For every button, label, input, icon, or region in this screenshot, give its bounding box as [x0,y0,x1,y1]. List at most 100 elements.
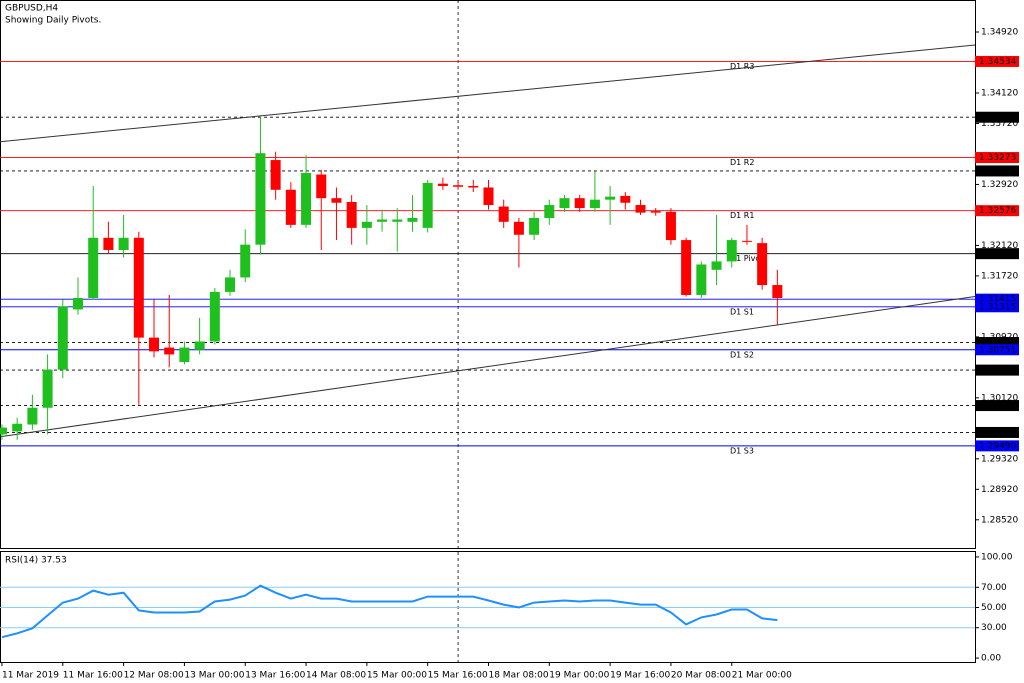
candle-body [498,206,509,222]
trendline [0,44,976,143]
level-tag: D1 Pivot [730,254,763,263]
price-box-label: 1.33273 [979,153,1016,163]
rsi-panel [0,551,976,663]
candle-body [255,153,266,245]
price-box [975,344,1019,356]
y-tick-label: 1.29320 [981,454,1018,464]
price-box [975,205,1019,217]
candle-body [225,277,236,292]
level-tag: D1 S3 [730,446,754,455]
candle-body [726,240,737,262]
price-box-label: 1.31415 [979,295,1016,305]
y-tick-label: 1.34120 [981,88,1018,98]
price-box [975,152,1019,164]
candle-body [422,182,433,228]
candle-body [635,205,646,213]
chart-subtitle: Showing Daily Pivots. [5,16,101,26]
x-tick-label: 21 Mar 00:00 [732,671,792,681]
candle-body [589,199,600,209]
candle-body [331,198,342,203]
candle-body [301,173,312,225]
candle-body [650,211,661,213]
price-box [975,55,1019,67]
y-tick-label: 100.00 [981,552,1013,562]
trendline [0,295,976,438]
price-box [975,111,1019,123]
candle-body [620,195,631,203]
x-tick-label: 15 Mar 00:00 [367,671,427,681]
x-tick-label: 19 Mar 16:00 [610,671,670,681]
y-tick-label: 1.34920 [981,28,1018,38]
candle-body [118,237,129,250]
price-box-label: 1.32012 [979,249,1016,259]
candle-body [453,185,464,187]
x-tick-label: 13 Mar 00:00 [184,671,244,681]
candle-body [665,211,676,241]
candle-body [544,205,555,218]
price-box-label: 1.34534 [979,57,1016,67]
price-box-label: 1.32576 [979,206,1016,216]
price-box [975,364,1019,376]
price-box [975,301,1019,313]
price-box-label: 1.33097 [979,166,1016,176]
main-panel [0,0,976,549]
y-tick-label: 1.33720 [981,119,1018,129]
candle-body [346,201,357,228]
candle-body [88,237,99,299]
level-tag: D1 S1 [730,307,754,316]
y-tick-label: 30.00 [981,623,1007,633]
candle-body [711,261,722,270]
candle-body [179,347,190,363]
candle-body [559,198,570,209]
candle-body [285,189,296,225]
y-tick-label: 1.28520 [981,515,1018,525]
candle-body [164,347,175,355]
candle-body [194,341,205,350]
candle-body [772,285,783,299]
price-box [975,400,1019,412]
x-tick-label: 15 Mar 16:00 [428,671,488,681]
candle-body [696,264,707,295]
candle-body [316,174,327,199]
price-box [975,165,1019,177]
chart-title: GBPUSD,H4 [5,4,58,14]
price-box-label: 1.30484 [979,366,1016,376]
candle-body [72,298,83,310]
price-box [975,293,1019,305]
y-tick-label: 70.00 [981,583,1007,593]
price-box-label: 1.30019 [979,401,1016,411]
level-tag: D1 R1 [730,211,754,220]
x-tick-label: 12 Mar 08:00 [124,671,184,681]
candle-body [209,291,220,342]
price-box [975,440,1019,452]
candle-body [757,243,768,286]
y-tick-label: 0.00 [981,654,1001,664]
candle-body [12,423,23,432]
x-tick-label: 20 Mar 08:00 [671,671,731,681]
y-tick-label: 1.30120 [981,393,1018,403]
x-tick-label: 11 Mar 16:00 [63,671,123,681]
rsi-title: RSI(14) 37.53 [5,556,67,566]
rsi-line [1,584,778,639]
candle-body [377,219,388,222]
candle-body [741,240,752,242]
y-tick-label: 1.31720 [981,271,1018,281]
candle-body [240,244,251,278]
price-box [975,248,1019,260]
y-tick-label: 50.00 [981,603,1007,613]
candle-body [407,217,418,222]
candle-body [57,306,68,370]
candle-body [149,337,160,352]
candle-body [681,240,692,295]
x-tick-label: 14 Mar 08:00 [306,671,366,681]
candle-body [42,369,53,408]
candle-body [133,237,144,338]
candle-body [437,183,448,186]
candle-body [27,407,38,425]
price-box-label: 1.31315 [979,302,1016,312]
y-tick-label: 1.28920 [981,485,1018,495]
price-box-label: 1.29666 [979,428,1016,438]
price-box-label: 1.29490 [979,441,1016,451]
x-tick-label: 19 Mar 00:00 [549,671,609,681]
level-tag: D1 S2 [730,350,754,359]
